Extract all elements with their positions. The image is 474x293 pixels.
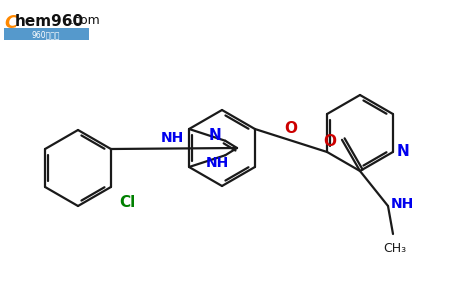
Text: .com: .com xyxy=(70,14,101,27)
Text: O: O xyxy=(323,134,337,149)
Text: N: N xyxy=(397,144,409,159)
Text: NH: NH xyxy=(206,156,229,170)
Text: O: O xyxy=(284,121,298,136)
Text: CH₃: CH₃ xyxy=(383,241,407,255)
Text: NH: NH xyxy=(160,132,183,146)
Text: NH: NH xyxy=(391,197,414,211)
FancyBboxPatch shape xyxy=(4,28,89,40)
Text: C: C xyxy=(4,14,17,32)
Text: hem960: hem960 xyxy=(15,14,84,29)
Text: N: N xyxy=(209,128,222,143)
Text: 960化工网: 960化工网 xyxy=(32,30,60,40)
Text: Cl: Cl xyxy=(119,195,135,210)
